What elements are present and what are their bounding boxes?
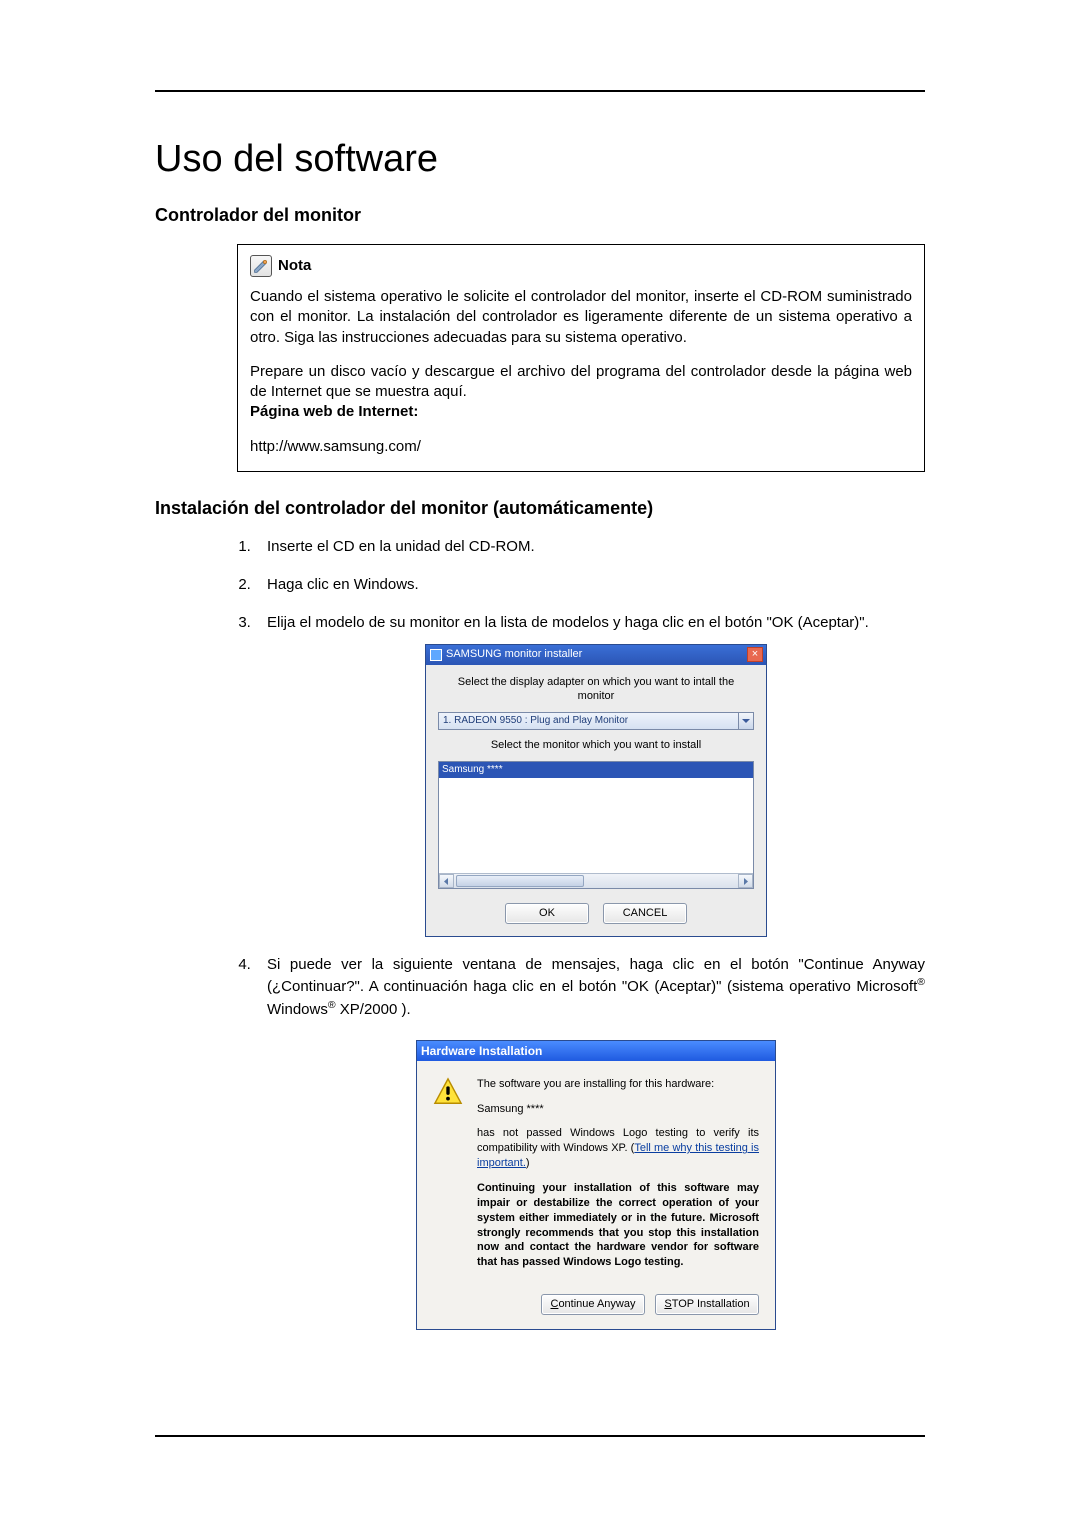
- steps-list: Inserte el CD en la unidad del CD-ROM. H…: [255, 537, 925, 1330]
- nota-url: http://www.samsung.com/: [250, 437, 912, 457]
- installer-buttons: OK CANCEL: [438, 903, 754, 924]
- step-3: Elija el modelo de su monitor en la list…: [255, 613, 925, 937]
- installer-title-text: SAMSUNG monitor installer: [446, 647, 582, 662]
- scroll-right-icon[interactable]: [738, 874, 753, 888]
- hw-body: The software you are installing for this…: [417, 1061, 775, 1294]
- ok-button[interactable]: OK: [505, 903, 589, 924]
- hw-line2b: ): [526, 1157, 530, 1169]
- bottom-rule: [155, 1435, 925, 1437]
- continue-anyway-button[interactable]: Continue Anyway: [541, 1294, 645, 1315]
- step-4-mid: Windows: [267, 1001, 328, 1018]
- installer-appicon: [430, 649, 442, 661]
- stop-installation-button[interactable]: STOP Installation: [655, 1294, 759, 1315]
- reg-mark-2: ®: [328, 999, 336, 1011]
- dialog-samsung-installer: SAMSUNG monitor installer × Select the d…: [425, 644, 767, 938]
- scroll-track[interactable]: [454, 874, 738, 888]
- page-title: Uso del software: [155, 138, 925, 181]
- warning-icon: [433, 1077, 463, 1107]
- nota-paragraph-2: Prepare un disco vacío y descargue el ar…: [250, 362, 912, 423]
- nota-paragraph-1: Cuando el sistema operativo le solicite …: [250, 287, 912, 348]
- step-4-text: Si puede ver la siguiente ventana de men…: [267, 956, 925, 1018]
- monitor-selected-item[interactable]: Samsung ****: [439, 762, 753, 778]
- step-1: Inserte el CD en la unidad del CD-ROM.: [255, 537, 925, 557]
- step-3-text: Elija el modelo de su monitor en la list…: [267, 614, 869, 631]
- hw-buttons: Continue Anyway STOP Installation: [417, 1294, 775, 1329]
- installer-body: Select the display adapter on which you …: [426, 665, 766, 937]
- dialog-hardware-installation: Hardware Installation The software you a…: [416, 1040, 776, 1330]
- hw-bold-warning: Continuing your installation of this sof…: [477, 1181, 759, 1270]
- installer-prompt-1: Select the display adapter on which you …: [438, 675, 754, 705]
- close-icon[interactable]: ×: [747, 647, 763, 662]
- nota-box: Nota Cuando el sistema operativo le soli…: [237, 244, 925, 472]
- step-2: Haga clic en Windows.: [255, 575, 925, 595]
- cancel-button[interactable]: CANCEL: [603, 903, 687, 924]
- step-4-post: XP/2000 ).: [336, 1001, 411, 1018]
- hw-titlebar: Hardware Installation: [417, 1041, 775, 1061]
- reg-mark-1: ®: [917, 976, 925, 988]
- nota-p2-text: Prepare un disco vacío y descargue el ar…: [250, 363, 912, 400]
- figure-hw-wrap: Hardware Installation The software you a…: [267, 1040, 925, 1330]
- hw-device: Samsung ****: [477, 1102, 759, 1117]
- installer-titlebar: SAMSUNG monitor installer ×: [426, 645, 766, 665]
- chevron-down-icon[interactable]: [738, 713, 753, 729]
- step-4-pre: Si puede ver la siguiente ventana de men…: [267, 956, 925, 995]
- section-controlador: Controlador del monitor: [155, 205, 925, 226]
- adapter-value: 1. RADEON 9550 : Plug and Play Monitor: [443, 714, 628, 728]
- installer-title: SAMSUNG monitor installer: [430, 647, 582, 662]
- step-4: Si puede ver la siguiente ventana de men…: [255, 955, 925, 1330]
- hw-text: The software you are installing for this…: [477, 1077, 759, 1280]
- monitor-listbox[interactable]: Samsung ****: [438, 761, 754, 889]
- installer-prompt-2: Select the monitor which you want to ins…: [438, 738, 754, 753]
- horizontal-scrollbar[interactable]: [439, 873, 753, 888]
- hw-line1: The software you are installing for this…: [477, 1077, 759, 1092]
- scroll-thumb[interactable]: [456, 875, 584, 887]
- section-instalacion: Instalación del controlador del monitor …: [155, 498, 925, 519]
- hw-line2: has not passed Windows Logo testing to v…: [477, 1126, 759, 1171]
- note-icon: [250, 255, 272, 277]
- stop-installation-label: STOP Installation: [664, 1297, 749, 1312]
- nota-web-label: Página web de Internet:: [250, 403, 418, 420]
- figure-installer-wrap: SAMSUNG monitor installer × Select the d…: [267, 644, 925, 938]
- scroll-left-icon[interactable]: [439, 874, 454, 888]
- hw-title: Hardware Installation: [421, 1043, 542, 1059]
- top-rule: [155, 90, 925, 92]
- nota-label: Nota: [278, 256, 311, 276]
- adapter-combobox[interactable]: 1. RADEON 9550 : Plug and Play Monitor: [438, 712, 754, 730]
- continue-anyway-label: Continue Anyway: [550, 1297, 635, 1312]
